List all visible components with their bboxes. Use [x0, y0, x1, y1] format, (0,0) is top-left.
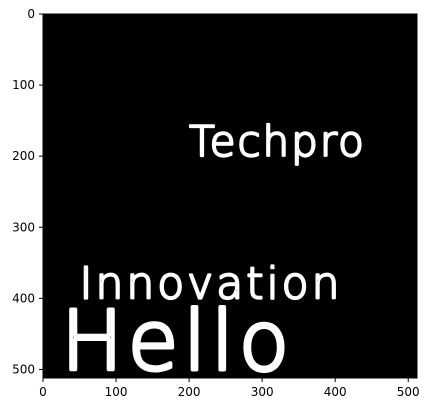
image-text-techpro: Techpro: [189, 117, 366, 166]
x-tick-label-200: 200: [178, 385, 201, 399]
axes-frame: [42, 13, 418, 379]
image-panel: [43, 14, 417, 378]
x-tick-label-500: 500: [397, 385, 420, 399]
x-tick-label-0: 0: [39, 385, 47, 399]
x-tick-label-300: 300: [251, 385, 274, 399]
y-axis: 0 100 200 300 400 500: [12, 7, 43, 376]
y-tick-label-100: 100: [12, 78, 35, 92]
y-tick-label-0: 0: [27, 7, 35, 21]
x-tick-label-400: 400: [324, 385, 347, 399]
y-tick-label-200: 200: [12, 149, 35, 163]
y-tick-label-400: 400: [12, 291, 35, 305]
y-tick-label-300: 300: [12, 220, 35, 234]
image-text-hello: Hello: [61, 294, 294, 389]
y-tick-label-500: 500: [12, 362, 35, 376]
x-axis: 0 100 200 300 400 500: [39, 378, 420, 399]
image-text-innovation: Innovation: [80, 258, 343, 309]
x-tick-label-100: 100: [105, 385, 128, 399]
